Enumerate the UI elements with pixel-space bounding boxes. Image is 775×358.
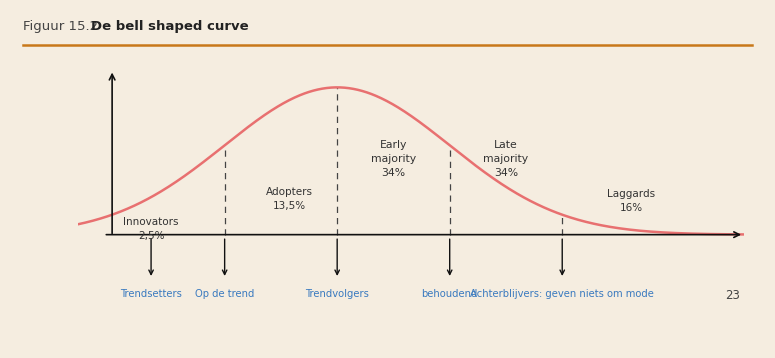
Text: Achterblijvers: geven niets om mode: Achterblijvers: geven niets om mode	[470, 289, 654, 299]
Text: behoudend: behoudend	[422, 289, 478, 299]
Text: Late
majority
34%: Late majority 34%	[484, 140, 529, 178]
Text: Trendsetters: Trendsetters	[120, 289, 182, 299]
Text: Early
majority
34%: Early majority 34%	[371, 140, 416, 178]
Text: Innovators
2,5%: Innovators 2,5%	[123, 217, 179, 241]
Text: Laggards
16%: Laggards 16%	[608, 189, 656, 213]
Text: Adopters
13,5%: Adopters 13,5%	[266, 187, 313, 211]
Text: De bell shaped curve: De bell shaped curve	[91, 20, 249, 33]
Text: Figuur 15.2: Figuur 15.2	[23, 20, 107, 33]
Text: 23: 23	[725, 289, 739, 302]
Text: Trendvolgers: Trendvolgers	[305, 289, 369, 299]
Text: Op de trend: Op de trend	[195, 289, 254, 299]
